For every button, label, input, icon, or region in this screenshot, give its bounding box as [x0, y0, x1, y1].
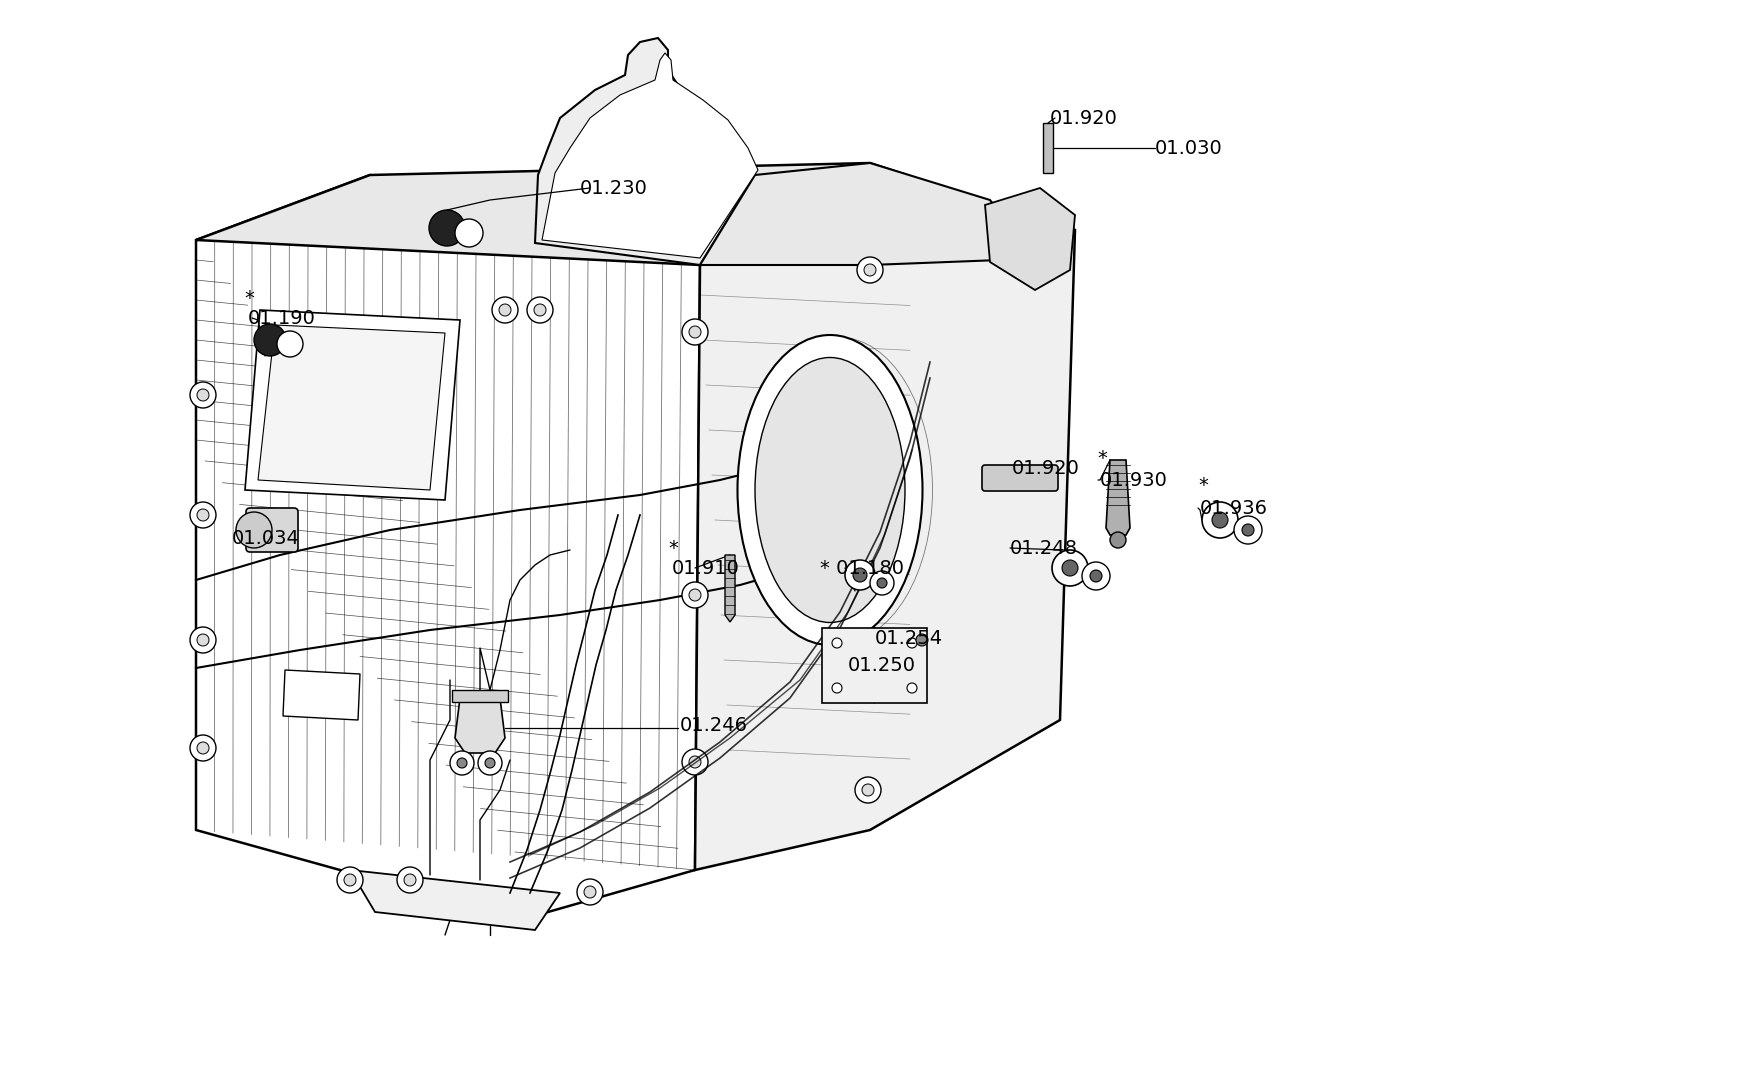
Text: *: *	[1198, 475, 1207, 494]
Circle shape	[450, 751, 473, 775]
Text: 01.034: 01.034	[231, 529, 299, 548]
Text: *: *	[1096, 448, 1106, 468]
Polygon shape	[257, 325, 445, 490]
Polygon shape	[1106, 460, 1129, 535]
Circle shape	[197, 635, 209, 646]
Text: 01.246: 01.246	[680, 716, 748, 734]
Circle shape	[876, 578, 887, 589]
Polygon shape	[725, 555, 734, 622]
Text: 01.920: 01.920	[1012, 459, 1080, 477]
Circle shape	[852, 568, 866, 582]
Circle shape	[1089, 570, 1101, 582]
Circle shape	[277, 331, 303, 357]
Circle shape	[527, 297, 553, 323]
Circle shape	[864, 635, 875, 646]
Circle shape	[492, 297, 518, 323]
Circle shape	[1109, 532, 1125, 548]
Circle shape	[906, 683, 916, 693]
Circle shape	[864, 464, 875, 476]
Bar	[452, 690, 508, 702]
Circle shape	[857, 457, 882, 483]
Circle shape	[915, 635, 927, 646]
Text: *: *	[668, 538, 678, 557]
Circle shape	[430, 210, 464, 246]
Circle shape	[190, 627, 216, 653]
Circle shape	[845, 560, 875, 590]
Text: 01.936: 01.936	[1200, 499, 1268, 518]
Circle shape	[682, 749, 708, 775]
Circle shape	[682, 319, 708, 345]
Text: *: *	[245, 289, 261, 307]
Circle shape	[831, 683, 842, 693]
Circle shape	[190, 382, 216, 408]
Text: 01.030: 01.030	[1155, 138, 1223, 157]
Circle shape	[197, 389, 209, 401]
Circle shape	[197, 509, 209, 521]
Ellipse shape	[737, 335, 922, 645]
Circle shape	[689, 326, 701, 338]
Circle shape	[237, 513, 271, 548]
Circle shape	[1052, 550, 1087, 586]
Polygon shape	[245, 310, 459, 500]
FancyBboxPatch shape	[245, 508, 297, 552]
Circle shape	[689, 588, 701, 601]
Polygon shape	[694, 165, 1075, 870]
Circle shape	[577, 878, 603, 905]
Polygon shape	[197, 163, 1075, 265]
Circle shape	[337, 867, 363, 893]
Circle shape	[1202, 502, 1236, 538]
Circle shape	[831, 638, 842, 648]
Text: 01.910: 01.910	[671, 559, 739, 578]
Circle shape	[254, 324, 285, 356]
Polygon shape	[197, 175, 699, 920]
Circle shape	[1233, 516, 1261, 544]
Ellipse shape	[755, 357, 904, 623]
Circle shape	[190, 502, 216, 528]
Circle shape	[689, 756, 701, 768]
Bar	[1042, 123, 1052, 173]
Text: * 01.180: * 01.180	[819, 559, 904, 578]
Circle shape	[534, 304, 546, 316]
Circle shape	[857, 627, 882, 653]
Circle shape	[190, 735, 216, 761]
Polygon shape	[283, 670, 360, 720]
Text: 01.230: 01.230	[579, 179, 647, 198]
Polygon shape	[454, 698, 504, 753]
Circle shape	[403, 874, 416, 886]
Polygon shape	[350, 870, 560, 930]
Circle shape	[396, 867, 423, 893]
FancyBboxPatch shape	[981, 465, 1057, 491]
Circle shape	[499, 304, 511, 316]
Circle shape	[478, 751, 503, 775]
Circle shape	[857, 257, 882, 282]
Text: 01.250: 01.250	[847, 656, 915, 674]
Circle shape	[1061, 560, 1078, 576]
Circle shape	[906, 638, 916, 648]
Polygon shape	[699, 163, 1005, 265]
Circle shape	[584, 886, 596, 898]
Circle shape	[870, 571, 894, 595]
Circle shape	[1212, 513, 1228, 528]
Text: 01.190: 01.190	[249, 308, 316, 327]
Polygon shape	[534, 39, 755, 265]
Circle shape	[1082, 562, 1109, 590]
Circle shape	[457, 758, 466, 768]
Text: 01.920: 01.920	[1049, 108, 1116, 127]
Text: 01.248: 01.248	[1009, 538, 1078, 557]
Circle shape	[682, 582, 708, 608]
Text: 01.930: 01.930	[1099, 471, 1167, 489]
Circle shape	[197, 742, 209, 754]
Bar	[821, 628, 927, 703]
Polygon shape	[984, 188, 1075, 290]
Circle shape	[454, 219, 483, 247]
Circle shape	[864, 264, 875, 276]
Circle shape	[485, 758, 494, 768]
Circle shape	[1242, 524, 1254, 536]
Circle shape	[344, 874, 356, 886]
Circle shape	[854, 777, 880, 802]
Text: 01.254: 01.254	[875, 628, 943, 647]
Polygon shape	[541, 54, 758, 258]
Circle shape	[861, 784, 873, 796]
